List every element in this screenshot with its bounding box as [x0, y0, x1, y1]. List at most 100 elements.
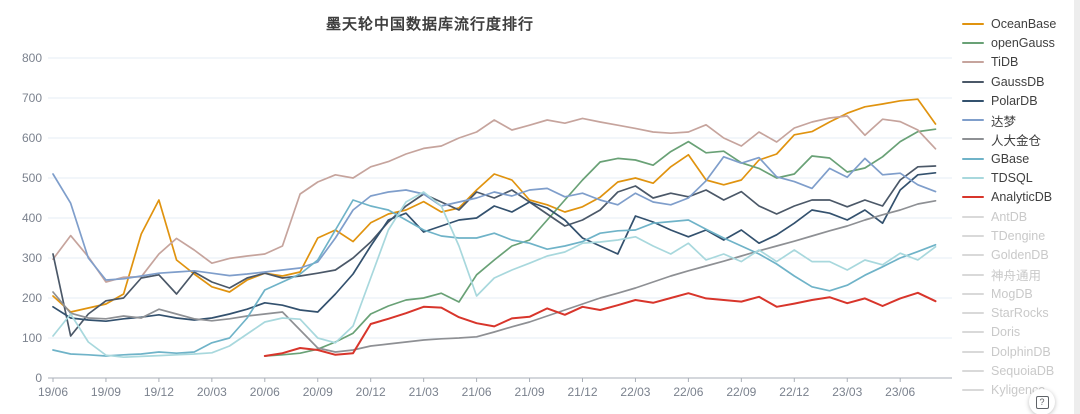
series-line-TDSQL[interactable]	[52, 191, 937, 359]
legend-label: GBase	[991, 151, 1030, 166]
help-icon: ?	[1035, 395, 1049, 409]
x-axis-tick-label: 22/06	[673, 385, 703, 399]
page-edge-strip	[1074, 0, 1080, 414]
legend-label: DolphinDB	[991, 344, 1051, 359]
legend-swatch	[962, 254, 984, 257]
x-axis-tick-label: 19/12	[144, 385, 174, 399]
x-axis-tick-label: 22/09	[726, 385, 756, 399]
legend-label: StarRocks	[991, 306, 1049, 321]
legend-item-MogDB[interactable]: MogDB	[962, 284, 1074, 303]
legend-label: AntDB	[991, 209, 1028, 224]
legend-label: 达梦	[991, 114, 1017, 129]
legend-item-openGauss[interactable]: openGauss	[962, 33, 1074, 52]
legend-swatch	[962, 273, 984, 276]
x-axis-tick-label: 22/12	[779, 385, 809, 399]
legend-label: Doris	[991, 325, 1021, 340]
y-axis-tick-label: 400	[22, 211, 42, 225]
y-axis-tick-label: 300	[22, 251, 42, 265]
series-line-AnalyticDB[interactable]	[263, 291, 937, 357]
legend-swatch	[962, 389, 984, 392]
legend-item-GaussDB[interactable]: GaussDB	[962, 72, 1074, 91]
x-axis-tick-label: 20/12	[356, 385, 386, 399]
legend-item-SequoiaDB[interactable]: SequoiaDB	[962, 361, 1074, 380]
y-axis-tick-label: 0	[35, 371, 42, 385]
series-line-GaussDB[interactable]	[52, 165, 937, 337]
legend-item-AntDB[interactable]: AntDB	[962, 207, 1074, 226]
legend-item-DolphinDB[interactable]: DolphinDB	[962, 342, 1074, 361]
legend-item-达梦[interactable]: 达梦	[962, 110, 1074, 129]
legend-item-TiDB[interactable]: TiDB	[962, 53, 1074, 72]
legend-swatch	[962, 80, 984, 83]
legend-item-AnalyticDB[interactable]: AnalyticDB	[962, 188, 1074, 207]
legend-swatch	[962, 350, 984, 353]
legend-swatch	[962, 196, 984, 199]
legend-label: AnalyticDB	[991, 190, 1053, 205]
legend-swatch	[962, 119, 984, 122]
legend-label: 人大金仓	[991, 133, 1042, 148]
legend-swatch	[962, 157, 984, 160]
y-axis-tick-label: 700	[22, 91, 42, 105]
legend-swatch	[962, 312, 984, 315]
legend: OceanBase openGauss TiDB GaussDB PolarDB 达梦人大…	[962, 14, 1074, 400]
series-line-OceanBase[interactable]	[52, 98, 937, 313]
legend-label: PolarDB	[991, 93, 1038, 108]
series-line-GBase[interactable]	[52, 199, 937, 357]
x-axis-tick-label: 21/12	[567, 385, 597, 399]
legend-swatch	[962, 292, 984, 295]
y-axis-tick-label: 200	[22, 291, 42, 305]
x-axis-tick-label: 21/06	[462, 385, 492, 399]
legend-label: openGauss	[991, 35, 1055, 50]
x-axis-tick-label: 20/09	[303, 385, 333, 399]
x-axis-tick-label: 21/03	[409, 385, 439, 399]
legend-swatch	[962, 177, 984, 180]
legend-label: GaussDB	[991, 74, 1045, 89]
y-axis-tick-label: 800	[22, 51, 42, 65]
series-line-PolarDB[interactable]	[52, 171, 937, 323]
series-line-TiDB[interactable]	[52, 115, 937, 283]
y-axis-tick-label: 100	[22, 331, 42, 345]
x-axis-tick-label: 23/06	[885, 385, 915, 399]
legend-label: 神舟通用	[991, 269, 1042, 283]
legend-swatch	[962, 215, 984, 218]
legend-swatch	[962, 61, 984, 64]
legend-label: GoldenDB	[991, 248, 1049, 263]
legend-swatch	[962, 41, 984, 44]
x-axis-tick-label: 23/03	[832, 385, 862, 399]
x-axis-tick-label: 19/06	[38, 385, 68, 399]
legend-label: TDSQL	[991, 171, 1033, 186]
legend-label: OceanBase	[991, 16, 1057, 31]
legend-item-StarRocks[interactable]: StarRocks	[962, 303, 1074, 322]
legend-item-PolarDB[interactable]: PolarDB	[962, 91, 1074, 110]
help-button[interactable]: ?	[1029, 389, 1055, 414]
series-line-达梦[interactable]	[52, 155, 937, 281]
legend-item-Kyligence[interactable]: Kyligence	[962, 381, 1074, 400]
legend-label: TiDB	[991, 55, 1019, 70]
y-axis-tick-label: 600	[22, 131, 42, 145]
legend-label: SequoiaDB	[991, 363, 1055, 378]
legend-item-OceanBase[interactable]: OceanBase	[962, 14, 1074, 33]
legend-item-GoldenDB[interactable]: GoldenDB	[962, 246, 1074, 265]
legend-swatch	[962, 234, 984, 237]
legend-swatch	[962, 369, 984, 372]
x-axis-tick-label: 20/03	[197, 385, 227, 399]
legend-label: TDengine	[991, 228, 1046, 243]
legend-item-GBase[interactable]: GBase	[962, 149, 1074, 168]
legend-swatch	[962, 138, 984, 141]
legend-item-Doris[interactable]: Doris	[962, 323, 1074, 342]
legend-item-神舟通用[interactable]: 神舟通用	[962, 265, 1074, 284]
chart-title: 墨天轮中国数据库流行度排行	[325, 16, 534, 33]
series-line-人大金仓[interactable]	[52, 199, 937, 353]
legend-item-人大金仓[interactable]: 人大金仓	[962, 130, 1074, 149]
x-axis-tick-label: 20/06	[250, 385, 280, 399]
legend-item-TDengine[interactable]: TDengine	[962, 226, 1074, 245]
chart-canvas: 0 100 200 300 400 500 600 700 800 19/06 19/09 19/12…	[22, 51, 952, 399]
series-line-openGauss[interactable]	[263, 128, 937, 357]
legend-item-TDSQL[interactable]: TDSQL	[962, 168, 1074, 187]
legend-swatch	[962, 22, 984, 25]
y-axis-tick-label: 500	[22, 171, 42, 185]
legend-label: MogDB	[991, 286, 1033, 301]
x-axis-tick-label: 22/03	[620, 385, 650, 399]
x-axis-tick-label: 21/09	[515, 385, 545, 399]
legend-swatch	[962, 99, 984, 102]
